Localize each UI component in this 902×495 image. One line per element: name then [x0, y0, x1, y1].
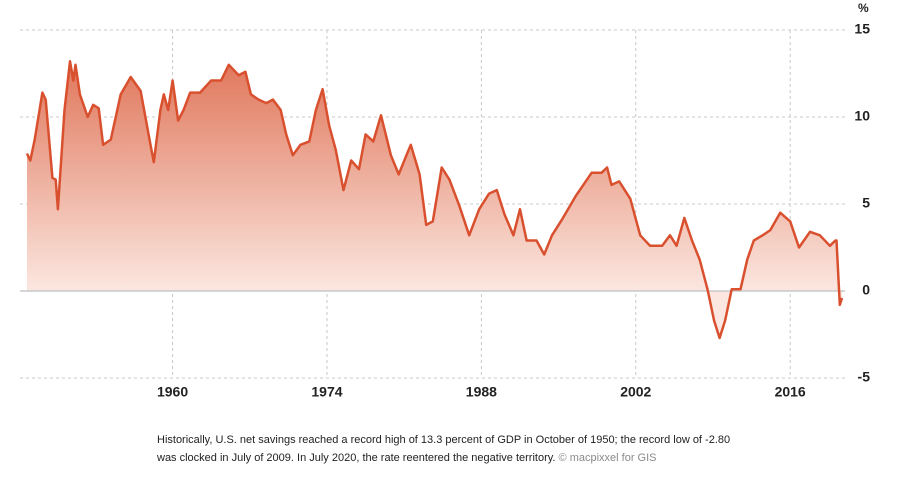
- line: [25, 60, 844, 340]
- area: [27, 61, 842, 339]
- y-tick-label: 15: [854, 21, 870, 37]
- x-tick-label: 2002: [620, 384, 651, 400]
- x-tick-label: 1960: [157, 384, 188, 400]
- y-tick-label: 0: [862, 282, 870, 298]
- y-tick-label: -5: [858, 369, 871, 385]
- caption: was clocked in July of 2009. In July 202…: [156, 452, 657, 464]
- x-tick-label: 1974: [311, 384, 342, 400]
- unit-label: %: [858, 1, 869, 15]
- x-tick-label: 2016: [775, 384, 806, 400]
- caption: Historically, U.S. net savings reached a…: [157, 434, 730, 446]
- credit: © macpixxel for GIS: [559, 452, 657, 464]
- y-tick-label: 10: [854, 108, 870, 124]
- caption: was clocked in July of 2009. In July 202…: [156, 452, 555, 464]
- y-tick-label: 5: [862, 195, 870, 211]
- x-tick-label: 1988: [466, 384, 497, 400]
